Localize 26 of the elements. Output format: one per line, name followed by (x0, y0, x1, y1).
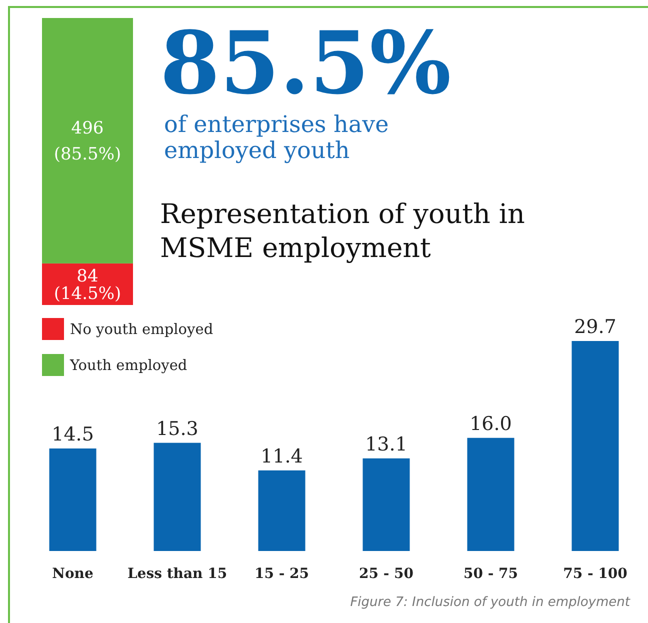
data-label: 14.5 (52, 423, 94, 446)
data-label: 84 (14.5%) (54, 266, 122, 304)
x-tick-label: None (52, 566, 94, 582)
caption: Figure 7: Inclusion of youth in employment (350, 595, 631, 610)
legend-label: No youth employed (70, 322, 214, 338)
data-label: 29.7 (574, 316, 616, 338)
x-tick-label: 15 - 25 (254, 566, 310, 582)
x-tick-label: 50 - 75 (463, 566, 518, 582)
bar (572, 341, 619, 551)
bar (154, 442, 201, 551)
data-label: 11.4 (260, 445, 303, 468)
data-label: 496 (85.5%) (54, 118, 122, 165)
legend-label: Youth employed (69, 358, 188, 374)
bar (49, 448, 96, 551)
data-label: 15.3 (156, 418, 198, 440)
text: 85.5% (160, 13, 452, 114)
bar (258, 470, 306, 551)
data-label: 13.1 (365, 433, 408, 456)
bar (362, 458, 410, 551)
data-label: 16.0 (470, 412, 512, 435)
x-tick-label: 75 - 100 (563, 566, 628, 582)
bar (467, 438, 514, 551)
x-tick-label: Less than 15 (127, 566, 228, 582)
x-tick-label: 25 - 50 (358, 566, 414, 582)
chart-title: Representation of youth in MSME employment (160, 199, 525, 264)
text: of enterprises have employed youth (164, 112, 389, 164)
